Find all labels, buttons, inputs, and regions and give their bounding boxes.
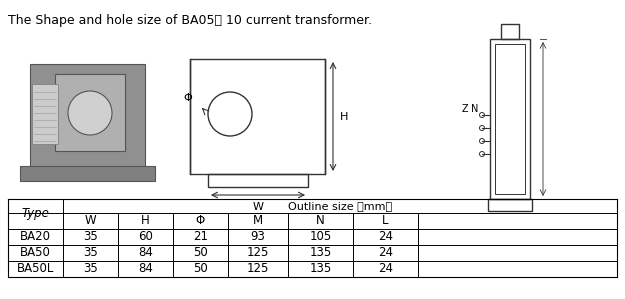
Text: 105: 105	[309, 231, 332, 243]
Text: H: H	[141, 214, 150, 228]
Text: 50: 50	[193, 246, 208, 260]
Text: N: N	[471, 104, 479, 114]
Text: 24: 24	[378, 231, 393, 243]
Text: Outline size （mm）: Outline size （mm）	[288, 201, 392, 211]
Text: 84: 84	[138, 246, 153, 260]
Text: BA50: BA50	[20, 246, 51, 260]
Text: The Shape and hole size of BA05， 10 current transformer.: The Shape and hole size of BA05， 10 curr…	[8, 14, 372, 27]
Polygon shape	[20, 166, 155, 181]
Text: N: N	[316, 214, 325, 228]
Text: 24: 24	[378, 246, 393, 260]
Text: H: H	[340, 112, 348, 121]
Text: Z: Z	[462, 104, 468, 114]
Polygon shape	[55, 74, 125, 151]
Text: BA50L: BA50L	[17, 263, 54, 275]
Text: 125: 125	[247, 246, 269, 260]
Text: BA20: BA20	[20, 231, 51, 243]
Text: M: M	[253, 214, 263, 228]
Text: Φ: Φ	[196, 214, 205, 228]
Text: 35: 35	[83, 246, 98, 260]
Text: 60: 60	[138, 231, 153, 243]
Circle shape	[68, 91, 112, 135]
Text: 135: 135	[309, 246, 332, 260]
Text: 135: 135	[309, 263, 332, 275]
Text: L: L	[382, 214, 389, 228]
Text: 35: 35	[83, 231, 98, 243]
Text: 50: 50	[193, 263, 208, 275]
Text: 84: 84	[138, 263, 153, 275]
Text: Type: Type	[21, 208, 49, 220]
Polygon shape	[32, 84, 58, 144]
Text: W: W	[85, 214, 96, 228]
Text: W: W	[253, 202, 264, 212]
Text: 125: 125	[247, 263, 269, 275]
Text: 93: 93	[251, 231, 266, 243]
Polygon shape	[30, 64, 145, 169]
Text: Φ: Φ	[184, 93, 192, 103]
Text: 24: 24	[378, 263, 393, 275]
Text: 21: 21	[193, 231, 208, 243]
Text: 35: 35	[83, 263, 98, 275]
